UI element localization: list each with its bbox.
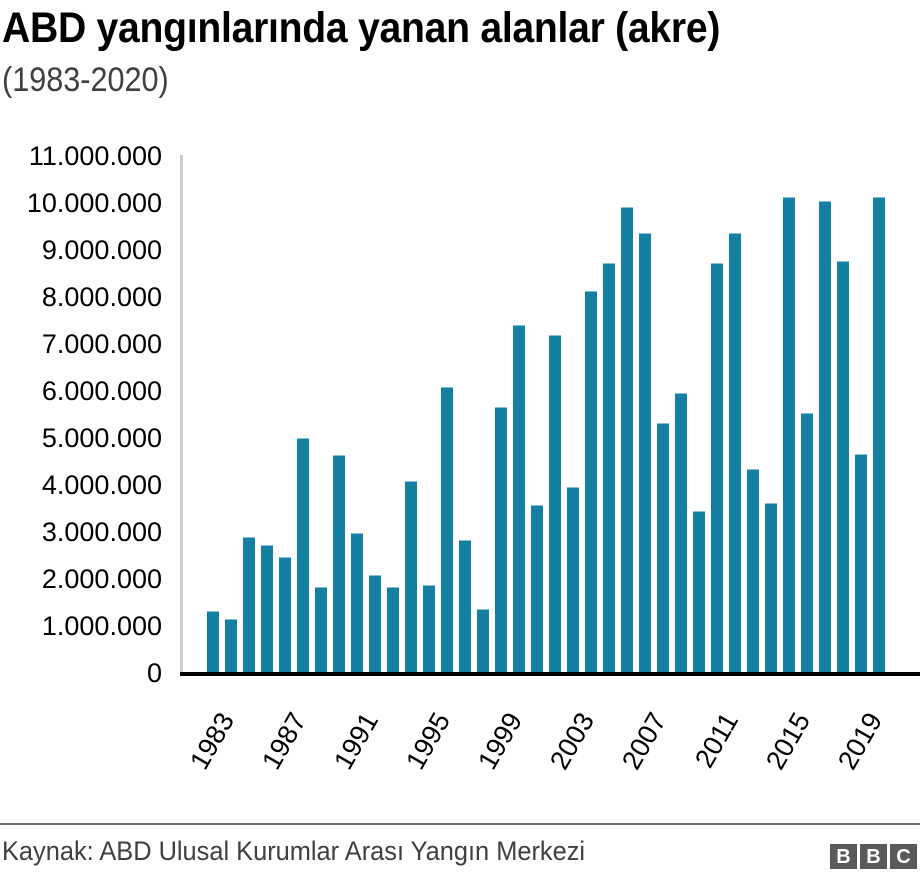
bar-2012 xyxy=(729,233,741,673)
x-tick-label: 2007 xyxy=(615,707,672,775)
bar-1998 xyxy=(477,609,489,673)
y-tick-label: 7.000.000 xyxy=(41,329,162,359)
bar-2008 xyxy=(657,423,669,673)
bar-2016 xyxy=(801,413,813,673)
bar-2009 xyxy=(675,393,687,673)
bar-1990 xyxy=(333,455,345,673)
y-tick-label: 11.000.000 xyxy=(28,141,162,171)
y-tick-label: 9.000.000 xyxy=(41,235,162,265)
y-tick-label: 8.000.000 xyxy=(41,282,162,312)
bar-1994 xyxy=(405,481,417,673)
bar-1992 xyxy=(369,575,381,673)
bar-2003 xyxy=(567,487,579,673)
x-tick-label: 1991 xyxy=(327,707,384,775)
x-tick-label: 1999 xyxy=(471,707,528,775)
bar-1995 xyxy=(423,585,435,673)
bar-2010 xyxy=(693,511,705,673)
bar-2002 xyxy=(549,335,561,673)
bar-1997 xyxy=(459,539,471,673)
x-tick-label: 2015 xyxy=(759,707,816,775)
bar-1989 xyxy=(315,587,327,673)
bbc-logo-letter: B xyxy=(830,844,857,869)
y-tick-label: 2.000.000 xyxy=(41,564,162,594)
bar-2013 xyxy=(747,469,759,673)
x-axis-baseline xyxy=(180,672,920,676)
bar-1985 xyxy=(243,537,255,673)
bar-2017 xyxy=(819,201,831,673)
bar-1986 xyxy=(261,545,273,673)
y-tick-label: 6.000.000 xyxy=(41,376,162,406)
bar-2006 xyxy=(621,207,633,673)
y-axis-line xyxy=(180,155,183,673)
source-note: Kaynak: ABD Ulusal Kurumlar Arası Yangın… xyxy=(2,836,586,866)
bar-1987 xyxy=(279,557,291,673)
bar-2007 xyxy=(639,233,651,673)
x-tick-label: 1983 xyxy=(183,707,240,775)
x-tick-label: 1995 xyxy=(399,707,456,775)
bar-2000 xyxy=(513,325,525,673)
bar-1996 xyxy=(441,387,453,673)
y-tick-label: 1.000.000 xyxy=(41,611,162,641)
bar-1991 xyxy=(351,533,363,673)
bar-2004 xyxy=(585,291,597,673)
bar-2005 xyxy=(603,263,615,673)
bar-2014 xyxy=(765,503,777,673)
chart-subtitle: (1983-2020) xyxy=(2,61,169,99)
bar-2011 xyxy=(711,263,723,673)
bar-2020 xyxy=(873,197,885,673)
footer-divider xyxy=(0,823,920,825)
bbc-logo-letter: B xyxy=(860,844,887,869)
bar-1993 xyxy=(387,587,399,673)
x-tick-label: 2019 xyxy=(831,707,888,775)
bar-2019 xyxy=(855,453,867,673)
bar-2001 xyxy=(531,505,543,673)
bar-1984 xyxy=(225,619,237,673)
bbc-logo: B B C xyxy=(830,844,917,869)
bar-1983 xyxy=(207,611,219,673)
y-tick-label: 0 xyxy=(146,658,162,688)
y-tick-label: 5.000.000 xyxy=(41,423,162,453)
x-tick-label: 1987 xyxy=(255,707,312,775)
bar-1988 xyxy=(297,437,309,673)
x-tick-label: 2003 xyxy=(543,707,600,775)
bar-chart: 0 1.000.000 2.000.000 3.000.000 4.000.000 5.0… xyxy=(26,141,920,775)
x-tick-label: 2011 xyxy=(688,707,744,773)
y-tick-label: 3.000.000 xyxy=(41,517,162,547)
y-tick-label: 10.000.000 xyxy=(26,188,162,218)
bar-1999 xyxy=(495,407,507,673)
chart-title: ABD yangınlarında yanan alanlar (akre) xyxy=(2,4,721,52)
bbc-logo-letter: C xyxy=(890,844,917,869)
bar-2018 xyxy=(837,261,849,673)
y-tick-label: 4.000.000 xyxy=(41,470,162,500)
bar-2015 xyxy=(783,197,795,673)
